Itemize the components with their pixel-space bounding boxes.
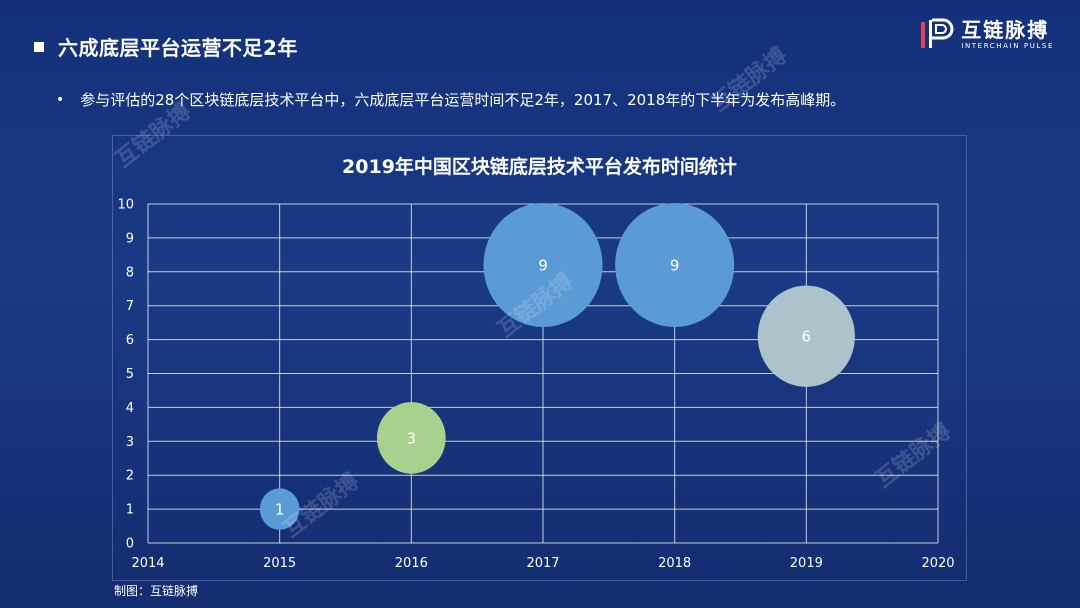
bubble-data-label: 1 — [275, 501, 285, 519]
chart-panel: 2019年中国区块链底层技术平台发布时间统计 — [112, 135, 967, 581]
y-tick-label: 7 — [126, 299, 134, 314]
x-tick-label: 2015 — [263, 556, 296, 571]
grid-layer — [147, 203, 939, 544]
x-tick-label: 2019 — [790, 556, 823, 571]
square-bullet-icon — [34, 41, 44, 52]
y-tick-label: 4 — [126, 401, 134, 416]
y-tick-label: 0 — [126, 537, 134, 552]
bullet-text: 参与评估的28个区块链底层技术平台中，六成底层平台运营时间不足2年，2017、2… — [80, 91, 846, 109]
x-tick-label: 2014 — [131, 556, 164, 571]
y-tick-label: 2 — [126, 469, 134, 484]
y-tick-label: 6 — [126, 333, 134, 348]
x-tick-label: 2016 — [395, 556, 428, 571]
source-note: 制图：互链脉搏 — [114, 584, 199, 598]
y-tick-label: 10 — [117, 198, 134, 213]
logo-mark-icon — [921, 18, 954, 48]
section-heading: 六成底层平台运营不足2年 — [34, 32, 298, 61]
bubble-point — [757, 285, 855, 387]
logo-subtitle: INTERCHAIN PULSE — [961, 41, 1054, 50]
bullet-point: • 参与评估的28个区块链底层技术平台中，六成底层平台运营时间不足2年，2017… — [56, 89, 845, 110]
x-tick-label: 2018 — [658, 556, 691, 571]
y-tick-label: 3 — [126, 435, 134, 450]
tick-layer: 0 1 2 3 4 5 6 7 8 9 10 2014 2015 2016 2017 2018 2019 2020 — [117, 198, 954, 572]
y-tick-label: 1 — [126, 503, 134, 518]
bubble-data-label: 3 — [407, 429, 417, 447]
page-title: 六成底层平台运营不足2年 — [58, 36, 298, 60]
y-tick-label: 5 — [126, 367, 134, 382]
bubble-point — [376, 402, 446, 474]
logo-name: 互链脉搏 — [961, 17, 1050, 42]
bubble-point — [615, 203, 735, 328]
bubble-data-label: 9 — [670, 257, 680, 275]
bullet-dot-icon: • — [56, 91, 65, 108]
x-tick-label: 2020 — [921, 556, 954, 571]
y-tick-label: 8 — [126, 265, 134, 280]
x-tick-label: 2017 — [526, 556, 559, 571]
bubble-point — [259, 488, 300, 530]
chart-title: 2019年中国区块链底层技术平台发布时间统计 — [342, 156, 737, 178]
y-tick-label: 9 — [126, 231, 134, 246]
bubble-point — [483, 203, 603, 328]
brand-logo: 互链脉搏 INTERCHAIN PULSE — [919, 18, 1054, 50]
bubble-data-label: 6 — [802, 328, 812, 346]
bubble-layer: 1 3 9 9 6 — [259, 203, 855, 530]
bubble-data-label: 9 — [538, 257, 548, 275]
